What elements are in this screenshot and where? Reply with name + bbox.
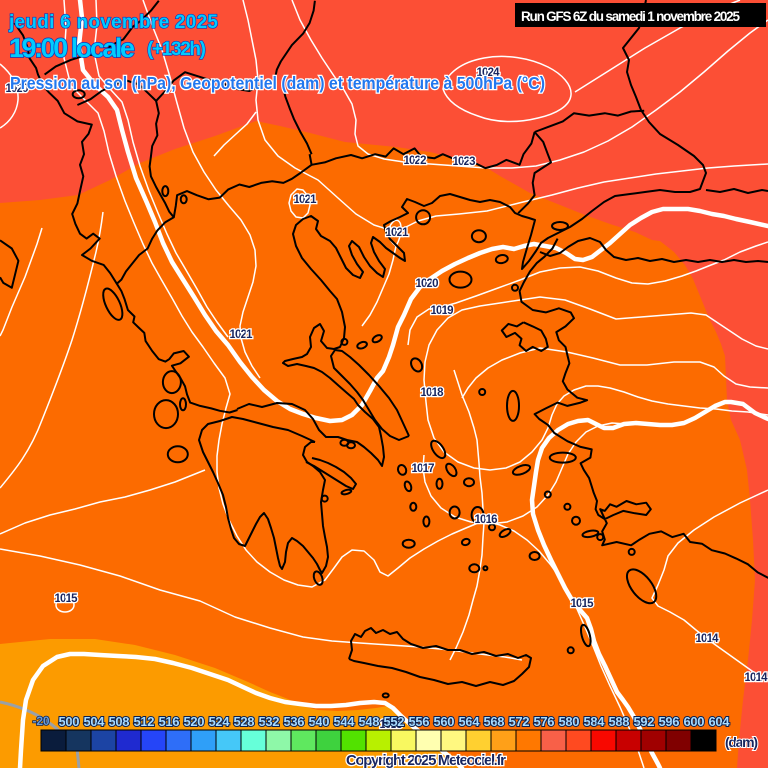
svg-text:564: 564 <box>459 714 481 729</box>
svg-text:1020: 1020 <box>416 278 439 290</box>
svg-text:596: 596 <box>659 714 680 729</box>
svg-text:520: 520 <box>184 714 205 729</box>
svg-text:1015: 1015 <box>571 598 595 610</box>
svg-text:1024: 1024 <box>477 67 501 79</box>
svg-text:532: 532 <box>259 714 280 729</box>
svg-text:1023: 1023 <box>453 156 476 168</box>
svg-text:516: 516 <box>159 714 180 729</box>
svg-text:1016: 1016 <box>475 514 498 526</box>
svg-text:524: 524 <box>209 714 231 729</box>
svg-text:556: 556 <box>409 714 430 729</box>
svg-text:-20: -20 <box>33 714 50 728</box>
svg-text:560: 560 <box>434 714 455 729</box>
svg-text:528: 528 <box>234 714 255 729</box>
svg-text:576: 576 <box>534 714 555 729</box>
svg-text:1014: 1014 <box>745 672 768 684</box>
svg-text:508: 508 <box>109 714 130 729</box>
svg-text:(dam): (dam) <box>725 734 758 750</box>
svg-text:1022: 1022 <box>404 155 427 167</box>
svg-text:540: 540 <box>309 714 330 729</box>
svg-text:19:00 locale: 19:00 locale <box>9 33 135 63</box>
svg-text:1015: 1015 <box>55 593 79 605</box>
svg-text:604: 604 <box>709 714 731 729</box>
svg-text:588: 588 <box>609 714 630 729</box>
svg-text:500: 500 <box>59 714 80 729</box>
svg-text:592: 592 <box>634 714 655 729</box>
svg-text:1021: 1021 <box>386 227 410 239</box>
svg-text:584: 584 <box>584 714 606 729</box>
svg-text:544: 544 <box>334 714 356 729</box>
svg-text:572: 572 <box>509 714 530 729</box>
svg-text:504: 504 <box>84 714 106 729</box>
svg-text:552: 552 <box>384 714 405 729</box>
svg-text:1015: 1015 <box>380 719 404 731</box>
svg-text:600: 600 <box>684 714 705 729</box>
svg-text:1020: 1020 <box>6 83 29 95</box>
svg-text:1014: 1014 <box>696 633 720 645</box>
svg-text:(+132h): (+132h) <box>147 39 206 60</box>
svg-text:568: 568 <box>484 714 505 729</box>
svg-text:536: 536 <box>284 714 305 729</box>
svg-text:548: 548 <box>359 714 380 729</box>
svg-text:jeudi 6 novembre 2025: jeudi 6 novembre 2025 <box>8 12 218 33</box>
svg-text:580: 580 <box>559 714 580 729</box>
svg-text:1018: 1018 <box>421 387 445 399</box>
svg-text:512: 512 <box>134 714 155 729</box>
svg-text:1021: 1021 <box>294 194 318 206</box>
svg-text:Run GFS 6Z du samedi 1 novembr: Run GFS 6Z du samedi 1 novembre 2025 <box>521 9 740 24</box>
svg-text:1021: 1021 <box>230 329 254 341</box>
svg-text:Pression au sol (hPa), Geopote: Pression au sol (hPa), Geopotentiel (dam… <box>10 73 545 93</box>
svg-text:1017: 1017 <box>412 463 435 475</box>
svg-text:Copyright 2025 Meteociel.fr: Copyright 2025 Meteociel.fr <box>346 752 506 768</box>
svg-text:1019: 1019 <box>431 305 454 317</box>
